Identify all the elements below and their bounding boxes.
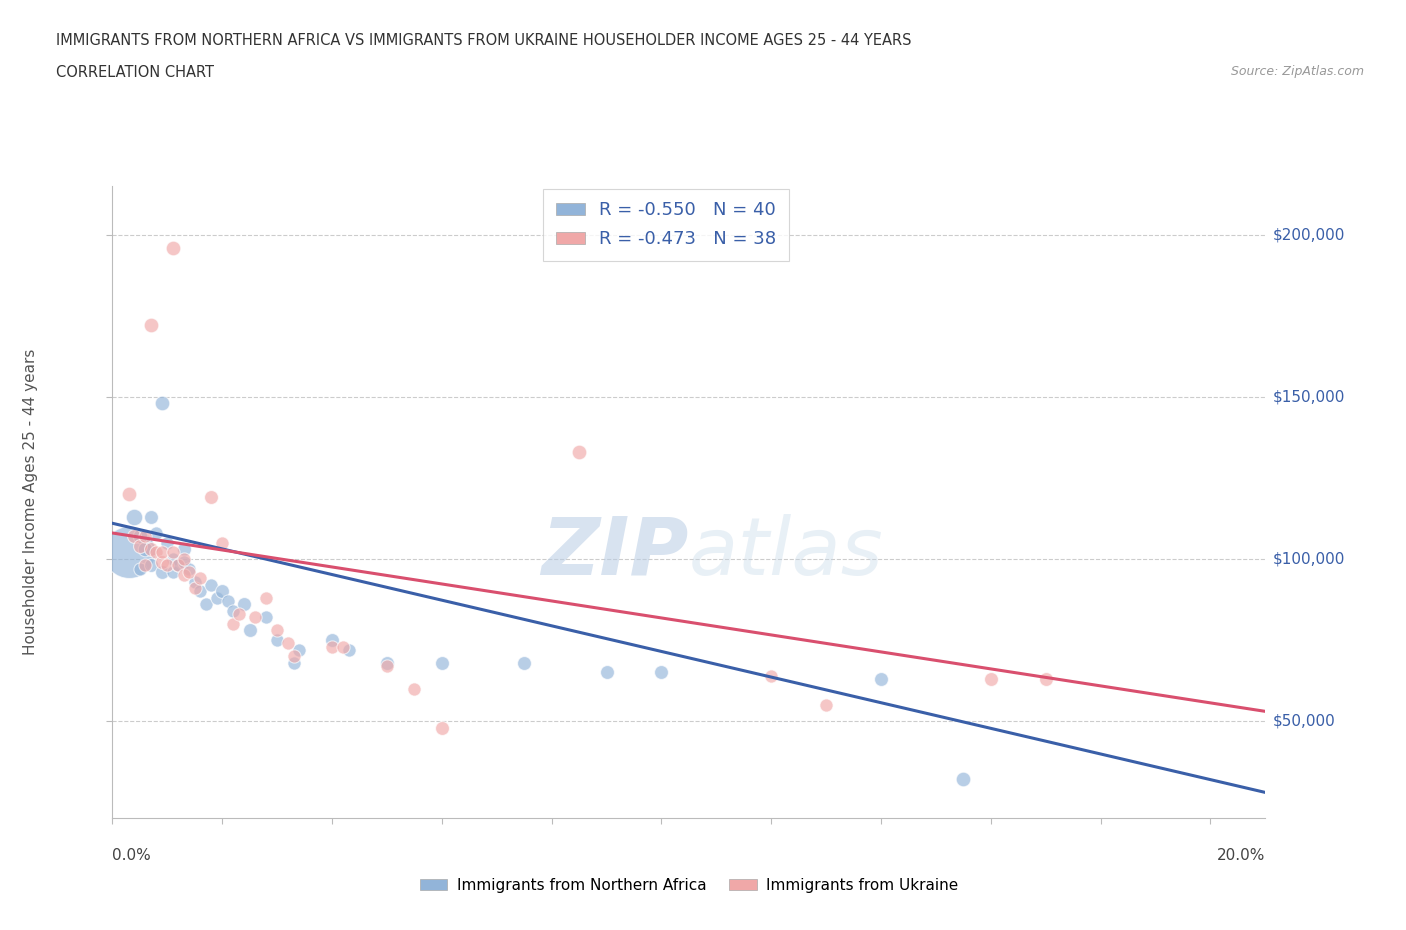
Point <box>124 510 146 525</box>
Point <box>129 538 152 553</box>
Text: $200,000: $200,000 <box>1272 227 1344 242</box>
Point <box>167 558 190 573</box>
Point <box>162 545 184 560</box>
Point <box>337 643 360 658</box>
Legend: Immigrants from Northern Africa, Immigrants from Ukraine: Immigrants from Northern Africa, Immigra… <box>413 872 965 899</box>
Point <box>568 445 591 459</box>
Point <box>430 656 453 671</box>
Point <box>277 636 299 651</box>
Point <box>321 639 343 654</box>
Point <box>184 574 207 589</box>
Point <box>129 529 152 544</box>
Text: IMMIGRANTS FROM NORTHERN AFRICA VS IMMIGRANTS FROM UKRAINE HOUSEHOLDER INCOME AG: IMMIGRANTS FROM NORTHERN AFRICA VS IMMIG… <box>56 33 911 47</box>
Point <box>145 545 167 560</box>
Point <box>1035 671 1057 686</box>
Point <box>283 656 305 671</box>
Point <box>266 623 288 638</box>
Point <box>815 698 838 712</box>
Text: $150,000: $150,000 <box>1272 390 1344 405</box>
Point <box>173 555 195 570</box>
Point <box>254 610 277 625</box>
Point <box>118 545 141 560</box>
Point <box>150 565 173 579</box>
Point <box>139 558 162 573</box>
Point <box>129 561 152 576</box>
Point <box>150 545 173 560</box>
Point <box>283 649 305 664</box>
Text: Source: ZipAtlas.com: Source: ZipAtlas.com <box>1230 65 1364 78</box>
Point <box>321 632 343 647</box>
Point <box>188 584 211 599</box>
Point <box>233 597 256 612</box>
Text: ZIP: ZIP <box>541 513 689 591</box>
Point <box>217 593 239 608</box>
Point <box>375 658 398 673</box>
Point <box>375 656 398 671</box>
Text: 0.0%: 0.0% <box>112 848 152 863</box>
Point <box>211 584 233 599</box>
Point <box>118 486 141 501</box>
Point <box>288 643 311 658</box>
Legend: R = -0.550   N = 40, R = -0.473   N = 38: R = -0.550 N = 40, R = -0.473 N = 38 <box>543 189 789 260</box>
Point <box>980 671 1002 686</box>
Point <box>139 542 162 557</box>
Point <box>650 665 672 680</box>
Point <box>513 656 536 671</box>
Point <box>134 542 156 557</box>
Text: atlas: atlas <box>689 513 884 591</box>
Point <box>162 240 184 255</box>
Point <box>239 623 262 638</box>
Point <box>188 571 211 586</box>
Point <box>145 525 167 540</box>
Point <box>156 558 179 573</box>
Point <box>150 555 173 570</box>
Point <box>266 632 288 647</box>
Text: $100,000: $100,000 <box>1272 551 1344 566</box>
Point <box>332 639 354 654</box>
Point <box>179 565 201 579</box>
Point <box>254 591 277 605</box>
Text: $50,000: $50,000 <box>1272 713 1336 728</box>
Text: CORRELATION CHART: CORRELATION CHART <box>56 65 214 80</box>
Text: 20.0%: 20.0% <box>1218 848 1265 863</box>
Point <box>222 617 245 631</box>
Point <box>761 669 783 684</box>
Text: Householder Income Ages 25 - 44 years: Householder Income Ages 25 - 44 years <box>24 349 38 656</box>
Point <box>228 606 250 621</box>
Point <box>222 604 245 618</box>
Point <box>952 772 974 787</box>
Point <box>167 558 190 573</box>
Point <box>134 558 156 573</box>
Point <box>211 536 233 551</box>
Point <box>150 396 173 411</box>
Point <box>194 597 217 612</box>
Point <box>595 665 617 680</box>
Point <box>200 490 222 505</box>
Point <box>156 536 179 551</box>
Point <box>124 529 146 544</box>
Point <box>173 551 195 566</box>
Point <box>139 318 162 333</box>
Point <box>179 561 201 576</box>
Point <box>870 671 893 686</box>
Point <box>139 510 162 525</box>
Point <box>404 682 426 697</box>
Point <box>162 565 184 579</box>
Point <box>430 720 453 735</box>
Point <box>200 578 222 592</box>
Point <box>162 551 184 566</box>
Point <box>134 529 156 544</box>
Point <box>173 567 195 582</box>
Point <box>245 610 267 625</box>
Point <box>205 591 228 605</box>
Point <box>173 542 195 557</box>
Point <box>184 580 207 595</box>
